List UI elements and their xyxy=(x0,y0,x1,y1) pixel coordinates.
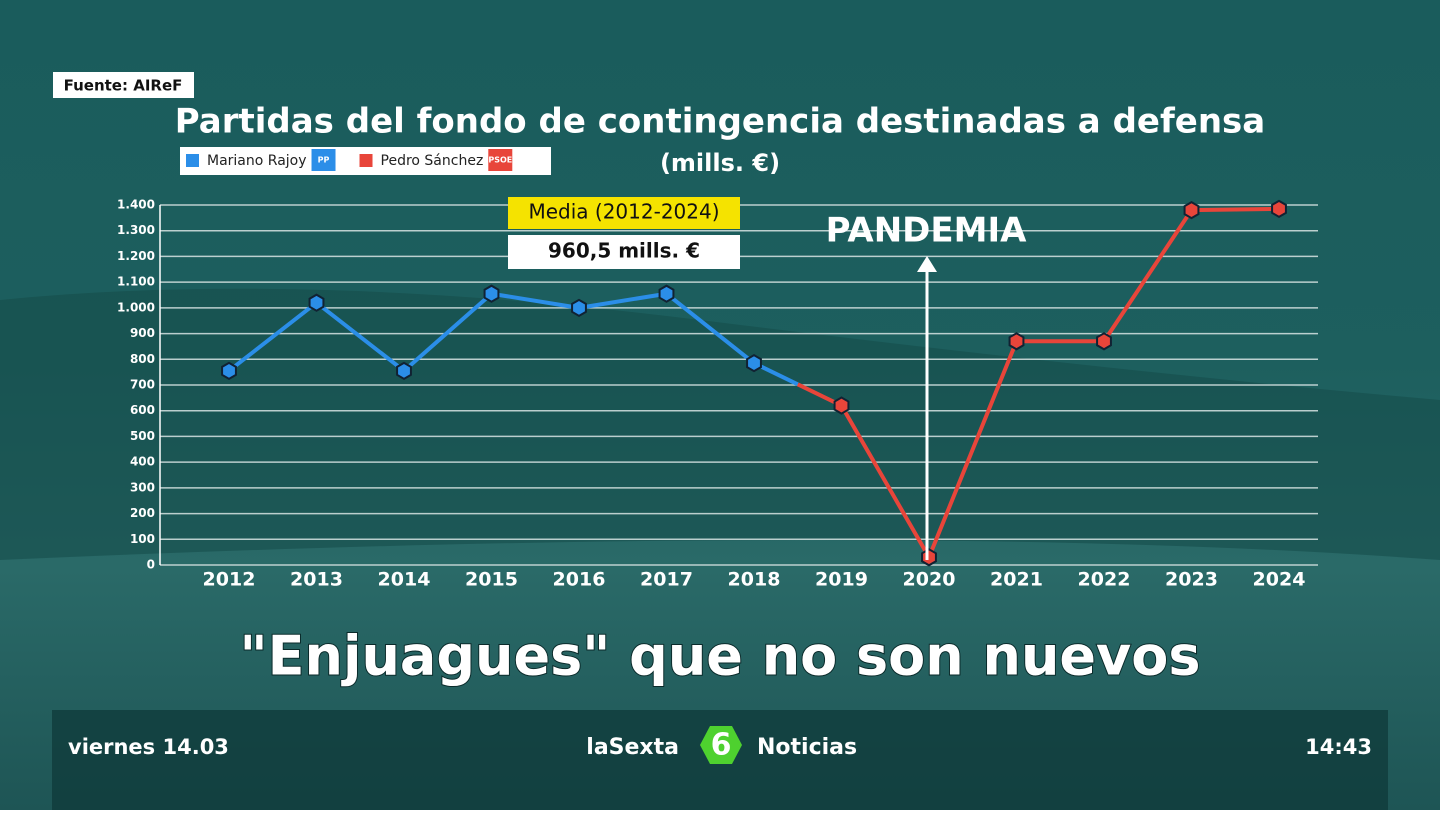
average-value: 960,5 mills. € xyxy=(548,239,700,263)
y-tick-label: 300 xyxy=(130,480,155,494)
average-value-box xyxy=(508,235,740,269)
channel-logo xyxy=(700,726,742,764)
average-title: Media (2012-2024) xyxy=(528,200,719,224)
headline: "Enjuagues" que no son nuevos xyxy=(240,625,1201,688)
x-tick-label: 2019 xyxy=(815,569,868,591)
y-tick-label: 1.000 xyxy=(117,300,155,314)
y-tick-label: 1.100 xyxy=(117,275,155,289)
point xyxy=(746,353,762,373)
point xyxy=(921,548,937,567)
x-tick-label: 2015 xyxy=(465,569,518,591)
point xyxy=(1096,332,1112,351)
average-title-box xyxy=(508,197,740,229)
y-tick-label: 700 xyxy=(130,378,155,392)
y-tick-label: 0 xyxy=(147,558,155,572)
x-tick-label: 2024 xyxy=(1253,569,1306,591)
party-logo-text: PP xyxy=(318,156,330,165)
y-tick-label: 1.300 xyxy=(117,223,155,237)
point xyxy=(483,284,500,303)
x-tick-label: 2020 xyxy=(903,569,956,591)
y-tick-label: 600 xyxy=(130,403,155,417)
legend-swatch xyxy=(186,154,199,167)
channel-logo-text: 6 xyxy=(711,728,732,763)
point xyxy=(396,361,412,381)
footer-channel: laSexta xyxy=(586,735,679,760)
party-logo xyxy=(311,149,336,171)
footer-program: Noticias xyxy=(757,735,857,760)
point xyxy=(1183,200,1200,220)
legend-label: Mariano Rajoy xyxy=(207,153,307,169)
point xyxy=(1271,199,1287,219)
chart-title: Partidas del fondo de contingencia desti… xyxy=(175,102,1265,142)
y-tick-label: 100 xyxy=(130,532,155,546)
legend-swatch xyxy=(359,154,373,167)
chart-subtitle: (mills. €) xyxy=(660,149,780,177)
x-tick-label: 2017 xyxy=(640,569,693,591)
point xyxy=(221,361,237,381)
source: Fuente: AIReF xyxy=(64,77,183,95)
x-tick-label: 2023 xyxy=(1165,569,1218,591)
footer-date: viernes 14.03 xyxy=(68,735,229,759)
background-shape xyxy=(0,288,1440,560)
y-tick-label: 1.200 xyxy=(117,249,155,263)
y-tick-label: 400 xyxy=(130,455,155,469)
y-tick-label: 900 xyxy=(130,326,155,340)
point xyxy=(308,293,325,312)
y-tick-label: 1.400 xyxy=(117,198,155,212)
y-tick-label: 500 xyxy=(130,429,155,443)
legend-label: Pedro Sánchez xyxy=(381,153,484,169)
x-tick-label: 2018 xyxy=(728,569,781,591)
x-tick-label: 2013 xyxy=(290,569,343,591)
x-tick-label: 2012 xyxy=(203,569,256,591)
x-tick-label: 2022 xyxy=(1078,569,1131,591)
point xyxy=(1008,332,1025,351)
source-box xyxy=(53,72,194,98)
footer-time: 14:43 xyxy=(1305,735,1372,759)
x-tick-label: 2021 xyxy=(990,569,1043,591)
y-tick-label: 200 xyxy=(130,506,155,520)
plot: 0 100 200 300 400 500 600 700 800 900 1.000 1.100 1.… xyxy=(117,198,1318,591)
series-line xyxy=(839,206,1280,560)
point xyxy=(571,298,587,318)
party-logo-text: PSOE xyxy=(488,156,512,165)
x-tick-label: 2016 xyxy=(553,569,606,591)
event-label: PANDEMIA xyxy=(826,211,1027,251)
point xyxy=(658,284,675,303)
party-logo xyxy=(488,149,513,171)
x-tick-label: 2014 xyxy=(378,569,431,591)
y-tick-label: 800 xyxy=(130,352,155,366)
event-arrowhead xyxy=(917,256,937,272)
point xyxy=(833,396,850,415)
legend: Mariano Rajoy PP Pedro Sánchez PSOE xyxy=(186,149,513,171)
